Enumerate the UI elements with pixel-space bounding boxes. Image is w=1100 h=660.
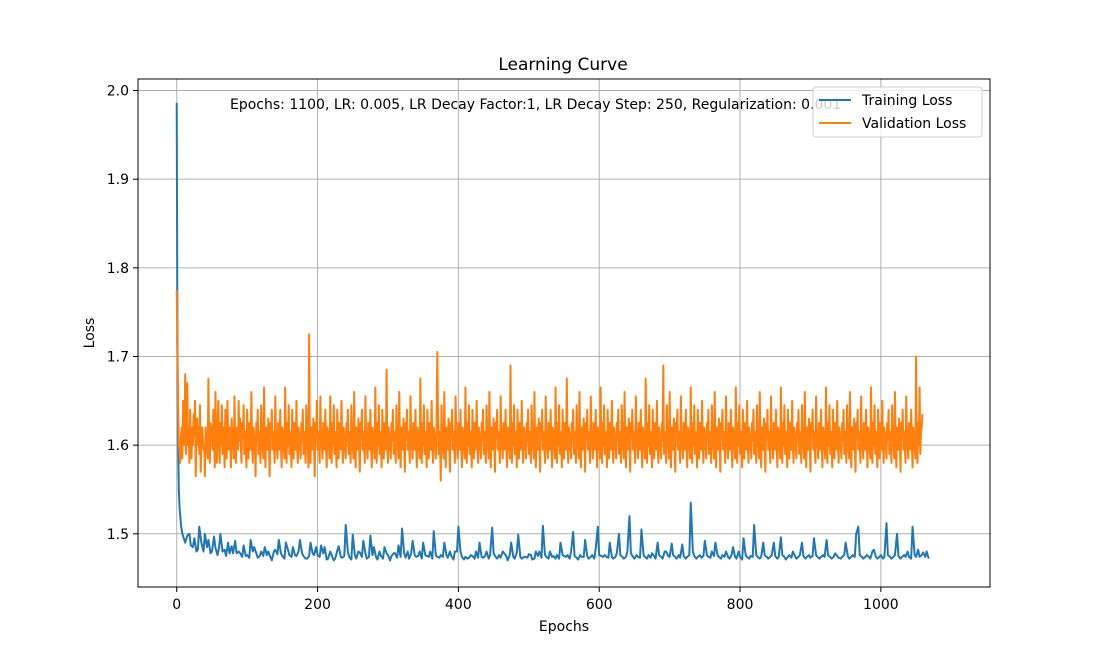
- x-axis-label: Epochs: [539, 619, 589, 635]
- y-tick-label: 1.8: [107, 261, 129, 277]
- chart-title: Learning Curve: [498, 55, 627, 75]
- series-layer: [175, 102, 930, 562]
- legend-label-validation: Validation Loss: [862, 116, 966, 132]
- validation-loss-line: [175, 289, 924, 482]
- x-axis: 0 200 400 600 800 1000: [172, 587, 899, 613]
- y-tick-label: 2.0: [107, 84, 129, 100]
- x-tick-label: 1000: [863, 597, 899, 613]
- x-tick-label: 0: [172, 597, 181, 613]
- y-tick-label: 1.5: [107, 527, 129, 543]
- y-axis-label: Loss: [82, 318, 98, 349]
- legend-label-training: Training Loss: [861, 93, 952, 109]
- x-tick-label: 800: [727, 597, 754, 613]
- plot-frame: [137, 78, 991, 588]
- legend-box: [812, 86, 983, 138]
- legend: Training Loss Validation Loss: [812, 86, 983, 138]
- y-tick-label: 1.6: [107, 438, 129, 454]
- x-tick-label: 200: [304, 597, 331, 613]
- x-tick-label: 400: [445, 597, 472, 613]
- x-tick-label: 600: [586, 597, 613, 613]
- y-tick-label: 1.9: [107, 172, 129, 188]
- hyperparameter-annotation: Epochs: 1100, LR: 0.005, LR Decay Factor…: [230, 97, 841, 113]
- y-tick-label: 1.7: [107, 349, 129, 365]
- y-axis: 1.5 1.6 1.7 1.8 1.9 2.0: [107, 84, 138, 543]
- training-loss-line: [175, 102, 930, 562]
